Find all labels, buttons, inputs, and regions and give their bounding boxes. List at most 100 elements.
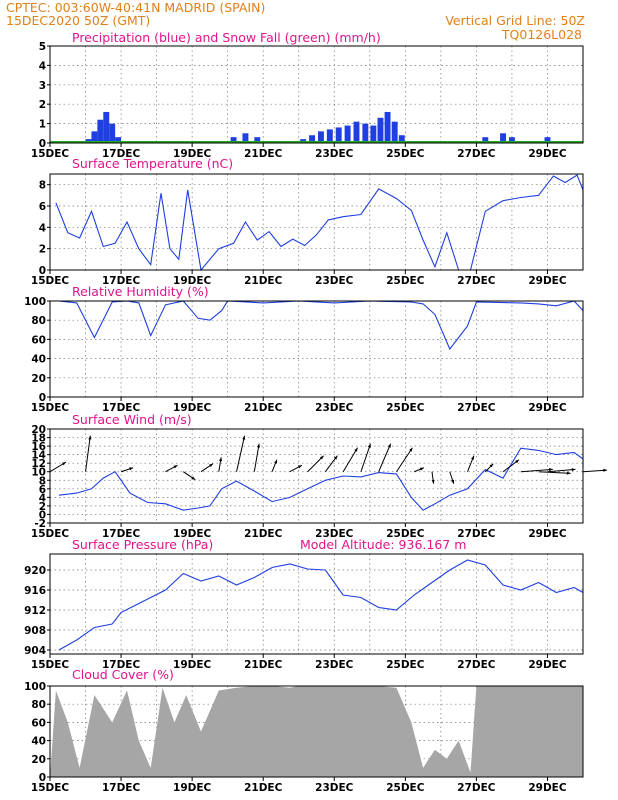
wind-arrow-head	[274, 459, 277, 464]
ytick-label: 5	[39, 41, 46, 53]
ytick-label: 912	[24, 605, 46, 617]
ytick-label: 20	[31, 754, 46, 766]
xtick-label: 21DEC	[244, 782, 283, 794]
xtick-label: 21DEC	[244, 659, 283, 671]
precip-bar	[500, 133, 507, 143]
ytick-label: 916	[24, 585, 46, 597]
xtick-label: 27DEC	[457, 275, 496, 287]
ytick-label: 4	[39, 222, 46, 234]
ytick-label: 18	[31, 433, 46, 445]
ytick-label: 0	[39, 392, 46, 404]
ytick-label: 4	[39, 60, 46, 72]
wind-arrow-head	[409, 447, 413, 452]
ytick-label: 0	[39, 772, 46, 784]
xtick-label: 17DEC	[102, 659, 141, 671]
xtick-label: 25DEC	[386, 275, 425, 287]
xtick-label: 17DEC	[102, 402, 141, 414]
wind-arrow-head	[333, 455, 338, 460]
ytick-label: 2	[39, 244, 46, 256]
xtick-label: 27DEC	[457, 782, 496, 794]
ytick-label: 60	[31, 334, 46, 346]
xtick-label: 21DEC	[244, 402, 283, 414]
ytick-label: 40	[31, 354, 46, 366]
wind-arrow-head	[603, 468, 607, 472]
wind-arrow-head	[471, 455, 474, 460]
ytick-label: 908	[24, 625, 46, 637]
ytick-label: 0	[39, 509, 46, 521]
ytick-label: 920	[24, 565, 46, 577]
precip-bar	[377, 117, 384, 143]
wind-arrow-head	[88, 435, 92, 440]
xtick-label: 19DEC	[173, 275, 212, 287]
xtick-label: 23DEC	[315, 402, 354, 414]
xtick-label: 23DEC	[315, 148, 354, 160]
ytick-label: 904	[24, 645, 46, 657]
panel-frame	[49, 45, 584, 144]
wind-arrow	[378, 443, 392, 472]
xtick-label: 25DEC	[386, 402, 425, 414]
wind-arrow-head	[354, 447, 358, 452]
panel-title: Surface Pressure (hPa)	[72, 537, 213, 552]
panel-title: Relative Humidity (%)	[72, 284, 209, 299]
precip-bar	[103, 111, 110, 143]
precip-bar	[326, 129, 333, 143]
xtick-label: 27DEC	[457, 528, 496, 540]
ytick-label: 80	[31, 699, 46, 711]
precip-bar	[384, 111, 391, 143]
ytick-label: 14	[31, 450, 46, 462]
panel-frame	[49, 173, 584, 271]
xtick-label: 21DEC	[244, 275, 283, 287]
precip-bar	[391, 121, 398, 143]
xtick-label: 29DEC	[528, 659, 567, 671]
wind-arrow-head	[297, 465, 302, 469]
precip-bar	[544, 137, 551, 143]
panel-subtitle: Model Altitude: 936.167 m	[300, 537, 466, 552]
ytick-label: 3	[39, 80, 46, 92]
xtick-label: 15DEC	[31, 402, 70, 414]
xtick-label: 15DEC	[31, 148, 70, 160]
ytick-label: -2	[34, 518, 46, 530]
wind-arrow	[538, 471, 571, 474]
panel-title: Surface Wind (m/s)	[72, 412, 192, 427]
panels: Precipitation (blue) and Snow Fall (gree…	[24, 30, 608, 794]
xtick-label: 29DEC	[528, 782, 567, 794]
ytick-label: 100	[24, 296, 46, 308]
precip-bar	[362, 123, 369, 143]
panel-1: Precipitation (blue) and Snow Fall (gree…	[31, 30, 584, 160]
wind-arrow	[520, 468, 553, 473]
precip-bar	[97, 119, 104, 143]
xtick-label: 23DEC	[315, 782, 354, 794]
wind-arrow	[582, 469, 608, 473]
panel-title: Surface Temperature (nC)	[72, 156, 233, 171]
precip-bar	[309, 135, 316, 143]
series-line	[58, 300, 584, 351]
run-code: TQ0126L028	[501, 27, 582, 42]
ytick-label: 8	[39, 180, 46, 192]
wind-arrow-head	[489, 463, 494, 468]
xtick-label: 23DEC	[315, 275, 354, 287]
precip-bar	[370, 125, 377, 143]
xtick-label: 25DEC	[386, 528, 425, 540]
xtick-label: 27DEC	[457, 659, 496, 671]
xtick-label: 27DEC	[457, 402, 496, 414]
precip-bar	[242, 133, 249, 143]
precip-bar	[482, 137, 489, 143]
wind-arrow-head	[242, 435, 246, 440]
precip-bar	[230, 137, 237, 143]
ytick-label: 100	[24, 681, 46, 693]
wind-arrow	[307, 455, 324, 473]
ytick-label: 60	[31, 717, 46, 729]
ytick-label: 16	[31, 441, 46, 453]
wind-arrow-head	[319, 455, 324, 460]
wind-arrow-head	[191, 476, 196, 480]
xtick-label: 15DEC	[31, 528, 70, 540]
precip-bar	[508, 137, 515, 143]
xtick-label: 15DEC	[31, 659, 70, 671]
precip-bar	[91, 131, 98, 143]
wind-arrow	[360, 443, 371, 472]
wind-arrow-head	[173, 465, 178, 469]
panel-2: Surface Temperature (nC) 0 2 4 6 8 15DEC 17DEC 1…	[31, 156, 584, 287]
precip-bar	[398, 135, 405, 143]
panel-3: Relative Humidity (%) 0 20 40 60 80 100 15DEC 17…	[24, 284, 584, 414]
